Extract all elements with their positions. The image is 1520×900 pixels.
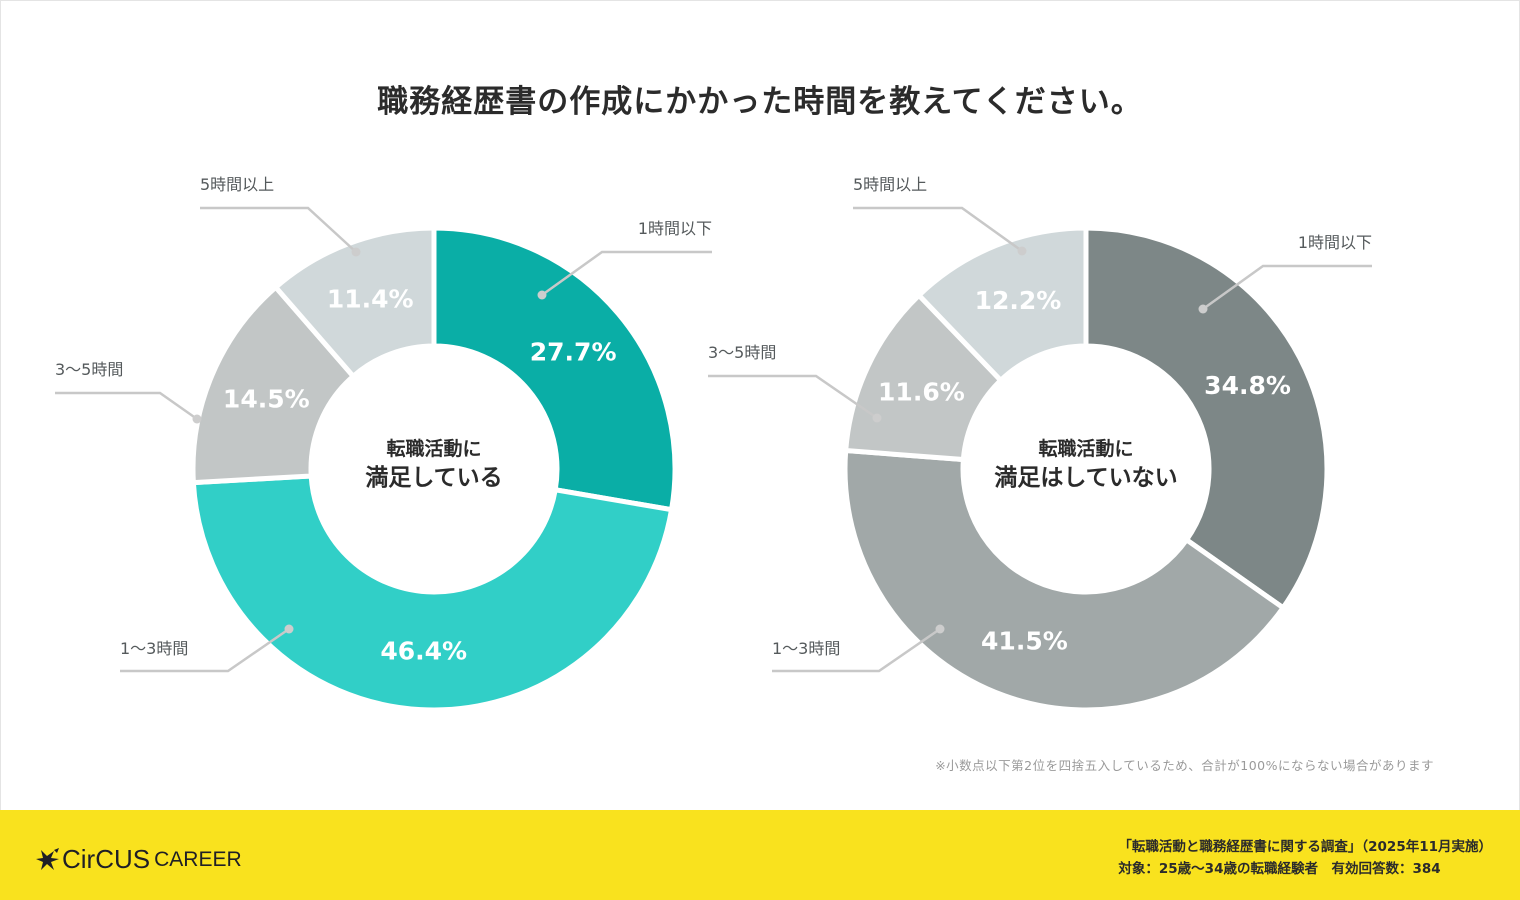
callout-dot [351,247,361,257]
center-label-line2: 満足はしていない [994,465,1177,491]
donut-slice-4 [272,225,437,380]
value-label: 34.8% [1204,371,1291,400]
callout-line [1202,264,1372,311]
category-label: 1〜3時間 [120,639,188,658]
value-label: 41.5% [981,626,1068,655]
value-label: 46.4% [380,637,467,666]
callout-line [200,206,357,253]
value-label: 27.7% [530,338,617,367]
value-label: 12.2% [975,286,1062,315]
category-label: 3〜5時間 [55,360,123,379]
callout-line [120,627,290,673]
logo-subtext: CAREER [154,847,242,871]
callout-dot [537,290,547,300]
page-title: 職務経歴書の作成にかかった時間を教えてください。 [377,84,1143,120]
callout-dot [284,624,294,634]
callout-dot [935,624,945,634]
callout-dot [192,414,202,424]
category-label: 1時間以下 [1298,233,1372,252]
logo-text: CirCUS [62,844,151,874]
callout-line [708,374,878,420]
callout-line [541,250,712,297]
donut-charts: 1時間以下 1〜3時間 3〜5時間 5時間以上 27.7% 46.4% 14.5% 11.4%… [55,175,1372,713]
callout-dot [1198,304,1208,314]
value-label: 11.6% [878,377,965,406]
callout-line [772,627,941,673]
callout-line [853,206,1023,253]
callout-dot [872,413,882,423]
value-label: 11.4% [327,285,414,314]
donut-slice-1 [431,225,678,513]
donut-chart-not-satisfied: 1時間以下 1〜3時間 3〜5時間 5時間以上 34.8% 41.5% 11.6% 12.2%… [708,175,1372,713]
callout-line [55,391,198,421]
category-label: 3〜5時間 [708,343,776,362]
center-label-line1: 転職活動に [386,437,481,460]
donut-slice-2 [190,473,675,713]
survey-line: 「転職活動と職務経歴書に関する調査」（2025年11月実施） [1118,839,1492,855]
category-label: 5時間以上 [853,175,927,194]
star-burst-icon [36,847,59,870]
donut-slice-2 [842,447,1287,713]
rounding-note: ※小数点以下第2位を四捨五入しているため、合計が100%にならない場合があります [935,758,1434,773]
callout-dot [1017,246,1027,256]
target-line: 対象：25歳〜34歳の転職経験者 有効回答数：384 [1118,861,1441,877]
footer-bar: CirCUS CAREER 「転職活動と職務経歴書に関する調査」（2025年11… [0,810,1520,900]
donut-slice-4 [915,225,1089,384]
survey-info: 「転職活動と職務経歴書に関する調査」（2025年11月実施） 対象：25歳〜34… [1118,836,1492,880]
donut-chart-satisfied: 1時間以下 1〜3時間 3〜5時間 5時間以上 27.7% 46.4% 14.5% 11.4%… [55,175,712,713]
center-label-line1: 転職活動に [1038,437,1133,460]
circus-career-logo: CirCUS CAREER [32,844,242,875]
category-label: 1時間以下 [638,219,712,238]
category-label: 5時間以上 [200,175,274,194]
value-label: 14.5% [223,384,310,413]
center-label-line2: 満足している [365,465,502,491]
donut-slice-1 [1083,225,1330,612]
category-label: 1〜3時間 [772,639,840,658]
